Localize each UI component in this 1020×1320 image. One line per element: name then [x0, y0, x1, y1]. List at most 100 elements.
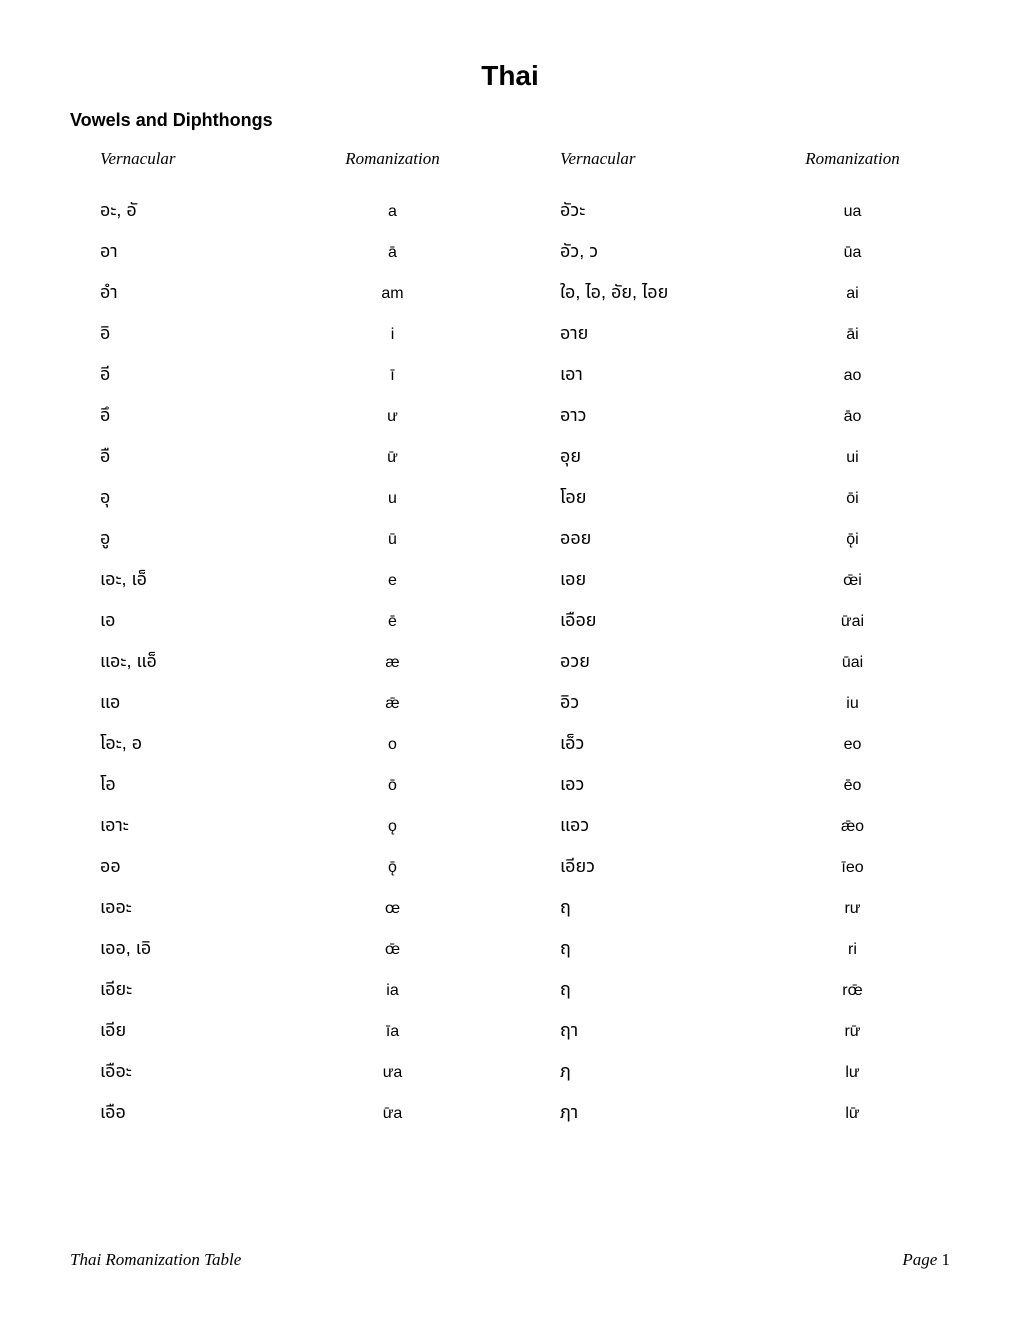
table-row: ฦาlư̄ [530, 1093, 950, 1134]
romanization-cell: ūai [755, 654, 950, 672]
romanization-cell: ao [755, 367, 950, 385]
vernacular-cell: อุย [530, 444, 755, 471]
vernacular-cell: ฦ [530, 1059, 755, 1086]
table-row: อืư̄ [70, 437, 490, 478]
vernacular-cell: เอย [530, 567, 755, 594]
table-row: อิวiu [530, 683, 950, 724]
romanization-cell: ēo [755, 777, 950, 795]
romanization-cell: ī [295, 367, 490, 385]
table-row: อัว, วūa [530, 232, 950, 273]
table-row: แอวǣo [530, 806, 950, 847]
romanization-cell: ūa [755, 244, 950, 262]
table-row: ออยǭi [530, 519, 950, 560]
romanization-cell: ǣ [295, 695, 490, 713]
vernacular-cell: อา [70, 239, 295, 266]
romanization-cell: am [295, 285, 490, 303]
romanization-cell: ua [755, 203, 950, 221]
vernacular-cell: อะ, อั [70, 198, 295, 225]
section-heading: Vowels and Diphthongs [70, 110, 950, 131]
table-row: ฤri [530, 929, 950, 970]
vernacular-cell: โอะ, อ [70, 731, 295, 758]
vernacular-cell: อาย [530, 321, 755, 348]
table-row: อีī [70, 355, 490, 396]
vernacular-cell: อิ [70, 321, 295, 348]
table-row: อัวะua [530, 191, 950, 232]
table-row: เออ, เอิœ̄ [70, 929, 490, 970]
romanization-cell: ưa [295, 1064, 490, 1082]
romanization-cell: ui [755, 449, 950, 467]
romanization-cell: ǫ [295, 818, 490, 836]
vernacular-cell: อัวะ [530, 198, 755, 225]
vernacular-cell: อาว [530, 403, 755, 430]
table-row: เอียīa [70, 1011, 490, 1052]
romanization-cell: iu [755, 695, 950, 713]
vernacular-cell: แอะ, แอ็ [70, 649, 295, 676]
table-row: อาวāo [530, 396, 950, 437]
romanization-cell: rư̄ [755, 1023, 950, 1041]
romanization-cell: āo [755, 408, 950, 426]
table-row: อุu [70, 478, 490, 519]
table-row: เอาao [530, 355, 950, 396]
vernacular-cell: แอ [70, 690, 295, 717]
romanization-cell: rư [755, 900, 950, 918]
vernacular-cell: อํา [70, 280, 295, 307]
right-column: Vernacular Romanization อัวะuaอัว, วūaใอ… [530, 149, 950, 1134]
romanization-cell: ư̄ai [755, 613, 950, 631]
vernacular-cell: อวย [530, 649, 755, 676]
vernacular-cell: อี [70, 362, 295, 389]
page-footer: Thai Romanization Table Page 1 [70, 1250, 950, 1270]
romanization-cell: rœ̄ [755, 982, 950, 1000]
table-row: อึư [70, 396, 490, 437]
table-row: อะ, อัa [70, 191, 490, 232]
table-columns: Vernacular Romanization อะ, อัaอาāอําamอ… [70, 149, 950, 1134]
romanization-cell: ā [295, 244, 490, 262]
footer-left: Thai Romanization Table [70, 1250, 241, 1270]
vernacular-cell: เอ [70, 608, 295, 635]
romanization-cell: ǭ [295, 859, 490, 877]
table-row: แอǣ [70, 683, 490, 724]
table-row: เอē [70, 601, 490, 642]
table-row: ฤrœ̄ [530, 970, 950, 1011]
romanization-cell: ư̄ [295, 449, 490, 467]
vernacular-cell: อิว [530, 690, 755, 717]
header-romanization: Romanization [295, 149, 490, 169]
table-row: ฤrư [530, 888, 950, 929]
romanization-cell: a [295, 203, 490, 221]
column-header-row: Vernacular Romanization [70, 149, 490, 169]
table-row: ใอ, ไอ, อัย, ไอยai [530, 273, 950, 314]
vernacular-cell: เอีย [70, 1018, 295, 1045]
table-row: เอ็วeo [530, 724, 950, 765]
romanization-cell: ri [755, 941, 950, 959]
romanization-cell: ia [295, 982, 490, 1000]
vernacular-cell: ออ [70, 854, 295, 881]
vernacular-cell: ฤ [530, 977, 755, 1004]
vernacular-cell: แอว [530, 813, 755, 840]
table-row: อิi [70, 314, 490, 355]
table-row: เอือư̄a [70, 1093, 490, 1134]
romanization-cell: ō [295, 777, 490, 795]
vernacular-cell: เออะ [70, 895, 295, 922]
vernacular-cell: เอือะ [70, 1059, 295, 1086]
romanization-cell: ư̄a [295, 1105, 490, 1123]
romanization-cell: ai [755, 285, 950, 303]
table-row: เอะ, เอ็e [70, 560, 490, 601]
vernacular-cell: ใอ, ไอ, อัย, ไอย [530, 280, 755, 307]
romanization-cell: æ [295, 654, 490, 672]
vernacular-cell: ฦา [530, 1100, 755, 1127]
vernacular-cell: ฤา [530, 1018, 755, 1045]
romanization-cell: o [295, 736, 490, 754]
romanization-cell: ǣo [755, 818, 950, 836]
table-row: เอวēo [530, 765, 950, 806]
table-row: เอือะưa [70, 1052, 490, 1093]
vernacular-cell: ฤ [530, 895, 755, 922]
table-row: เอียวīeo [530, 847, 950, 888]
table-row: อําam [70, 273, 490, 314]
vernacular-cell: เอะ, เอ็ [70, 567, 295, 594]
table-row: ออǭ [70, 847, 490, 888]
romanization-cell: lư [755, 1064, 950, 1082]
table-row: อวยūai [530, 642, 950, 683]
table-row: เอือยư̄ai [530, 601, 950, 642]
romanization-cell: e [295, 572, 490, 590]
table-row: ฤาrư̄ [530, 1011, 950, 1052]
table-row: เอาะǫ [70, 806, 490, 847]
